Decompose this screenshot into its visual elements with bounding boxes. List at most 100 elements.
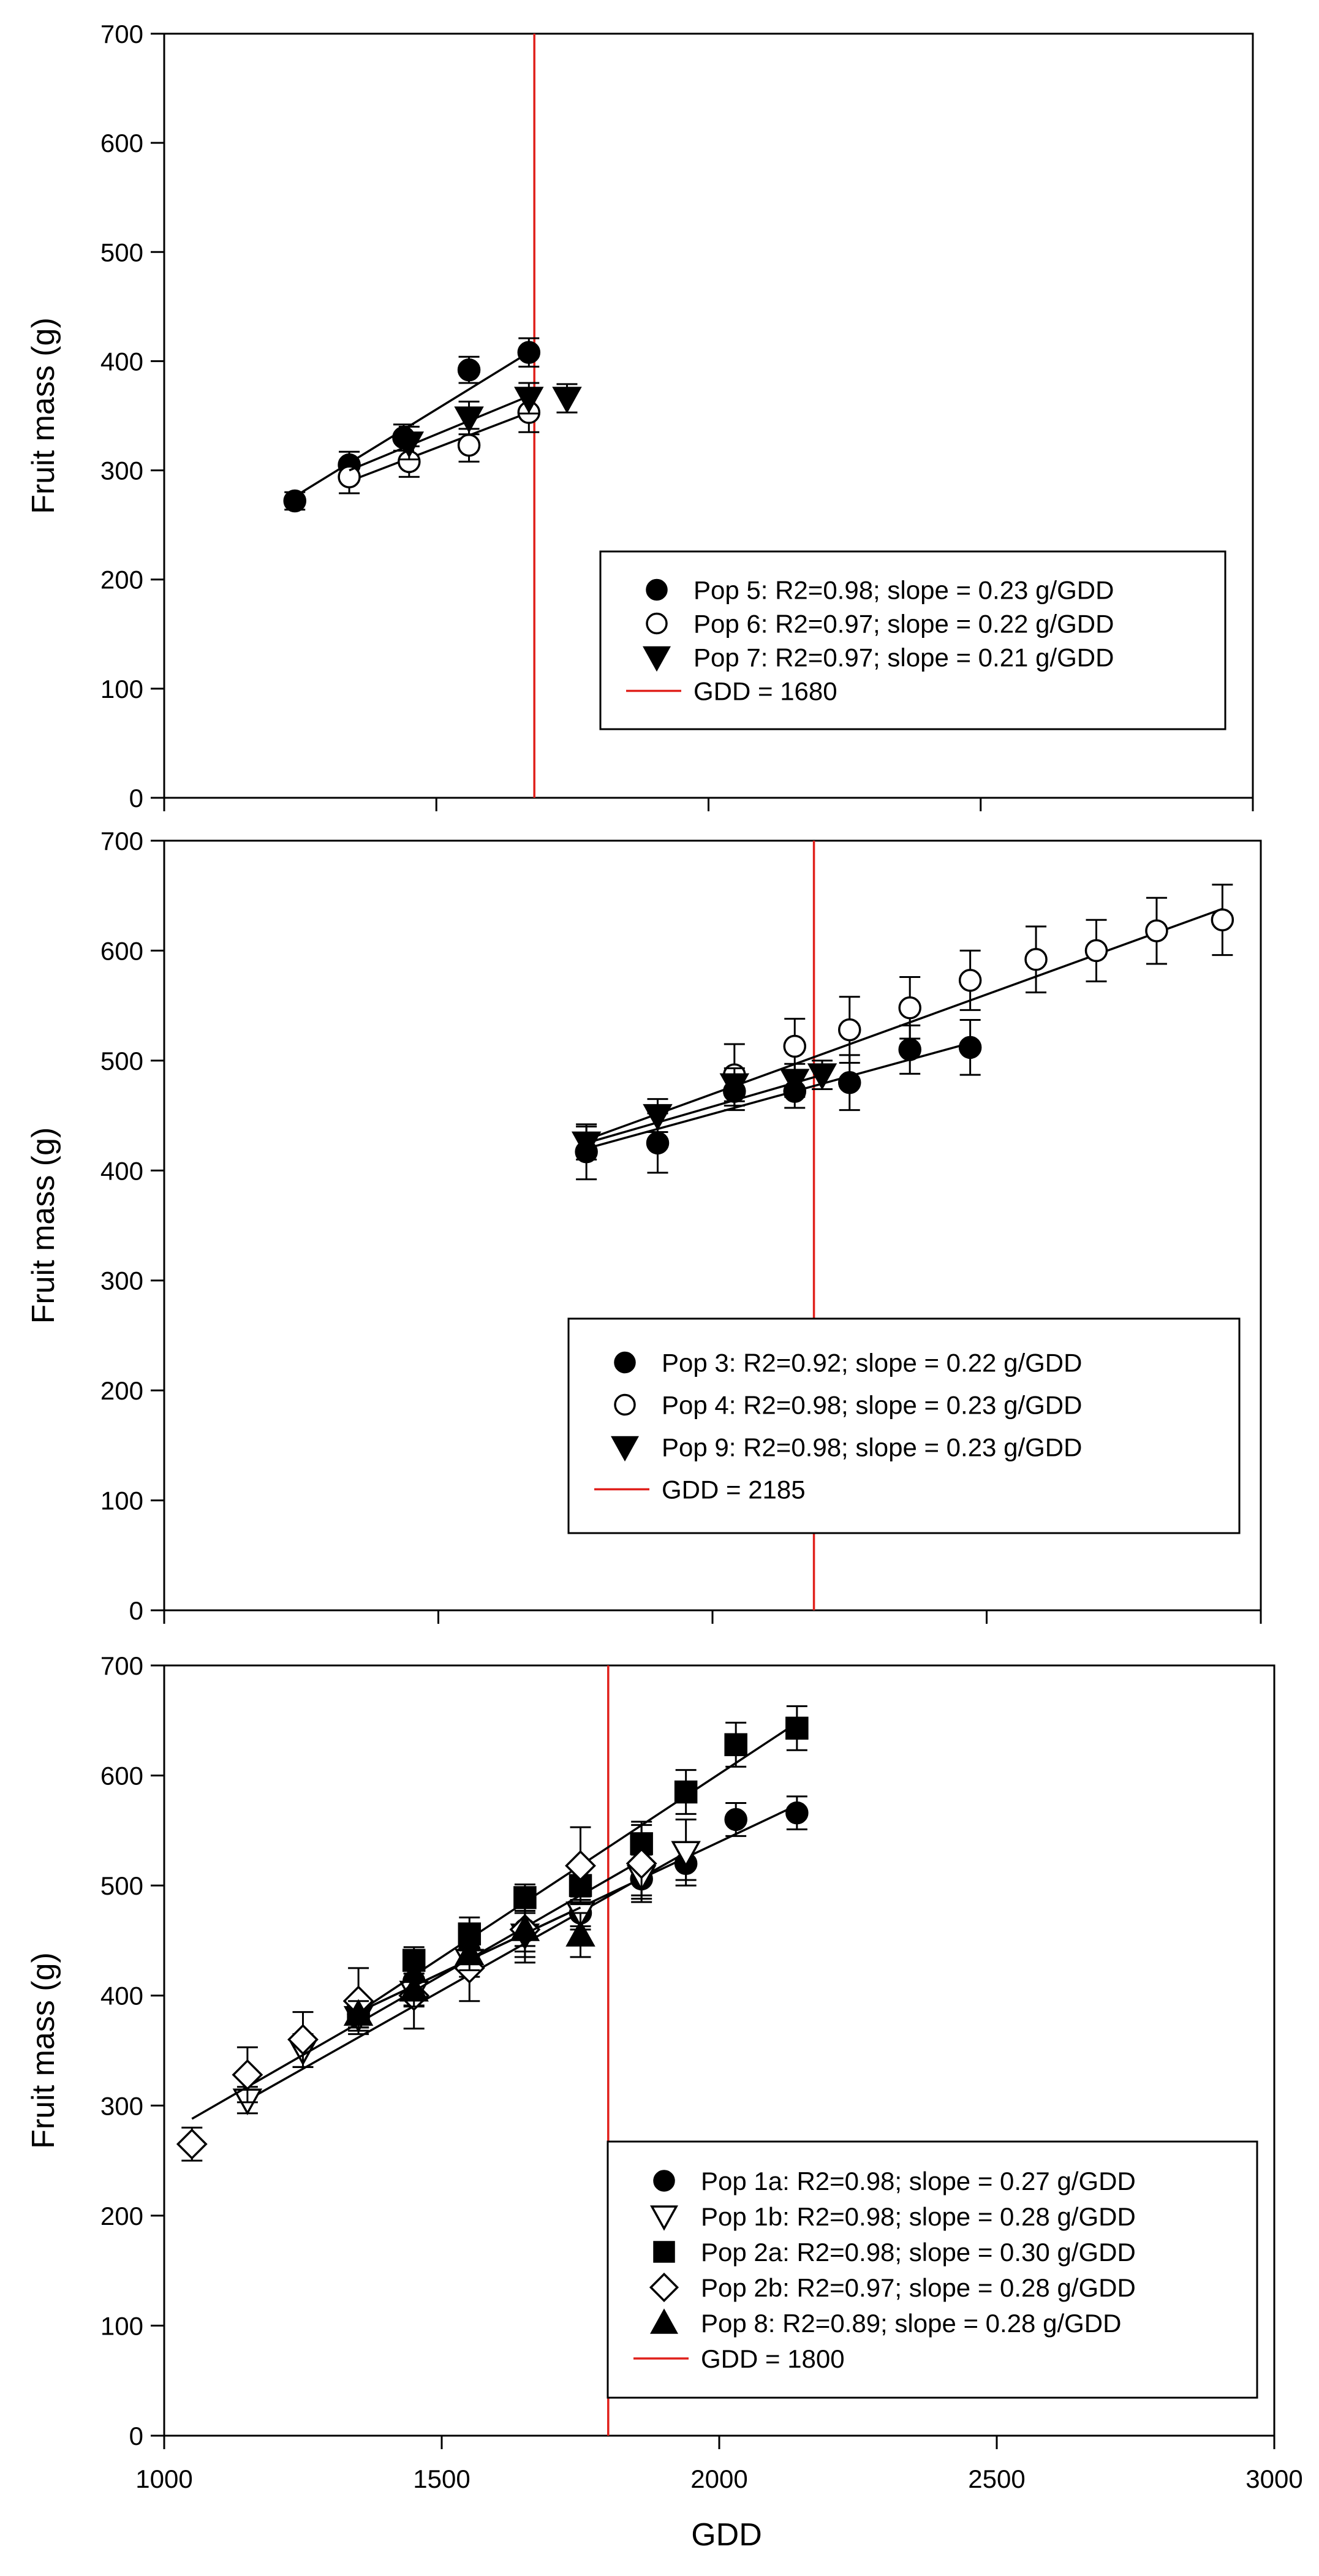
fit-line [586, 1074, 823, 1145]
data-point [671, 1841, 701, 1868]
y-tick-label: 400 [100, 347, 143, 376]
y-tick-label: 300 [100, 456, 143, 485]
series-pop-7 [349, 382, 582, 472]
legend: Pop 3: R2=0.92; slope = 0.22 g/GDD Pop 4:… [567, 1317, 1241, 1534]
data-point [232, 2059, 263, 2091]
data-point [625, 1847, 657, 1879]
y-tick-label: 0 [129, 2422, 143, 2450]
data-point [674, 1780, 698, 1804]
data-point [958, 1036, 982, 1059]
y-tick-label: 100 [100, 2311, 143, 2340]
legend-marker [646, 578, 668, 601]
data-point [785, 1801, 809, 1825]
x-tick-label: 2000 [690, 2464, 747, 2493]
data-point [724, 1808, 747, 1832]
y-tick-label: 0 [129, 784, 143, 813]
legend-label: Pop 4: R2=0.98; slope = 0.23 g/GDD [662, 1391, 1082, 1420]
data-point [176, 2128, 208, 2160]
legend-label: Pop 9: R2=0.98; slope = 0.23 g/GDD [662, 1433, 1082, 1462]
data-point [719, 1073, 750, 1100]
y-tick-label: 600 [100, 936, 143, 965]
legend-marker [650, 2205, 678, 2231]
y-axis-label: Fruit mass (g) [26, 1127, 61, 1324]
data-point [1084, 939, 1108, 963]
shared-x-axis-label: GDD [691, 2517, 762, 2553]
legend-marker [649, 2272, 679, 2303]
legend-box [567, 1317, 1241, 1534]
legend-label: Pop 3: R2=0.92; slope = 0.22 g/GDD [662, 1349, 1082, 1377]
y-tick-label: 400 [100, 1156, 143, 1185]
legend-marker [653, 2241, 675, 2263]
legend: Pop 5: R2=0.98; slope = 0.23 g/GDD Pop 6:… [599, 550, 1226, 730]
data-point [510, 1914, 540, 1941]
series-pop-9 [571, 1059, 837, 1161]
y-axis-label: Fruit mass (g) [26, 317, 61, 514]
y-tick-label: 600 [100, 1762, 143, 1790]
data-point [338, 465, 361, 489]
legend-marker [611, 1436, 639, 1462]
y-tick-label: 700 [100, 1651, 143, 1680]
legend-marker [653, 2170, 675, 2192]
data-point [1145, 919, 1168, 942]
data-point [565, 1920, 595, 1947]
data-point [457, 433, 481, 457]
y-tick-label: 200 [100, 566, 143, 594]
y-tick-label: 300 [100, 2091, 143, 2120]
data-point [724, 1733, 747, 1757]
y-tick-label: 500 [100, 1871, 143, 1900]
data-point [517, 341, 541, 364]
series-pop-8 [343, 1906, 595, 2029]
data-point [785, 1716, 809, 1740]
chart-panel-a: 0 100 200 300 400 500 600 700 Fruit mass (g) Pop … [26, 20, 1254, 813]
fit-line [586, 907, 1223, 1141]
x-tick-label: 2500 [968, 2464, 1025, 2493]
data-point [399, 1974, 429, 2002]
data-point [783, 1034, 806, 1058]
legend-marker [614, 1351, 636, 1374]
legend: Pop 1a: R2=0.98; slope = 0.27 g/GDD Pop 1… [607, 2140, 1258, 2399]
data-point [343, 1999, 374, 2026]
legend-label: Pop 1b: R2=0.98; slope = 0.28 g/GDD [701, 2202, 1136, 2231]
data-point [454, 406, 484, 433]
legend-marker [650, 2308, 678, 2334]
legend-box [599, 550, 1226, 730]
chart-panel-c: 0 100 200 300 400 500 600 700 1000 1500 2000 2500 30… [26, 1651, 1303, 2493]
data-point [287, 2024, 319, 2055]
legend-marker [643, 646, 671, 672]
data-point [1211, 908, 1234, 931]
chart-panel-b: 0 100 200 300 400 500 600 700 Fruit mass (g) Pop … [26, 827, 1262, 1625]
y-tick-label: 700 [100, 827, 143, 855]
y-tick-label: 200 [100, 1376, 143, 1405]
fit-line [349, 411, 529, 483]
series-pop-6 [338, 392, 541, 494]
y-tick-label: 500 [100, 238, 143, 267]
data-point [958, 969, 982, 992]
series-pop-4 [586, 884, 1234, 1141]
data-point [1024, 948, 1048, 971]
data-point [780, 1069, 810, 1096]
y-tick-label: 500 [100, 1047, 143, 1075]
legend-marker [646, 612, 668, 635]
legend-reference-label: GDD = 1680 [694, 677, 837, 706]
legend-label: Pop 5: R2=0.98; slope = 0.23 g/GDD [694, 576, 1114, 605]
y-tick-label: 400 [100, 1982, 143, 2010]
legend-reference-label: GDD = 1800 [701, 2344, 845, 2373]
y-tick-label: 0 [129, 1596, 143, 1625]
data-point [283, 489, 306, 513]
legend-marker [614, 1393, 636, 1416]
data-point [457, 358, 481, 382]
x-tick-label: 1000 [135, 2464, 192, 2493]
legend-label: Pop 2a: R2=0.98; slope = 0.30 g/GDD [701, 2238, 1136, 2267]
data-point [898, 996, 921, 1020]
data-point [838, 1018, 861, 1042]
legend-reference-label: GDD = 2185 [662, 1476, 806, 1504]
legend-label: Pop 2b: R2=0.97; slope = 0.28 g/GDD [701, 2273, 1136, 2302]
fit-line [349, 395, 529, 472]
y-axis-label: Fruit mass (g) [26, 1952, 61, 2149]
x-tick-label: 1500 [413, 2464, 470, 2493]
data-point [838, 1070, 861, 1094]
data-point [565, 1850, 596, 1882]
data-point [394, 431, 425, 458]
legend-label: Pop 1a: R2=0.98; slope = 0.27 g/GDD [701, 2167, 1136, 2195]
